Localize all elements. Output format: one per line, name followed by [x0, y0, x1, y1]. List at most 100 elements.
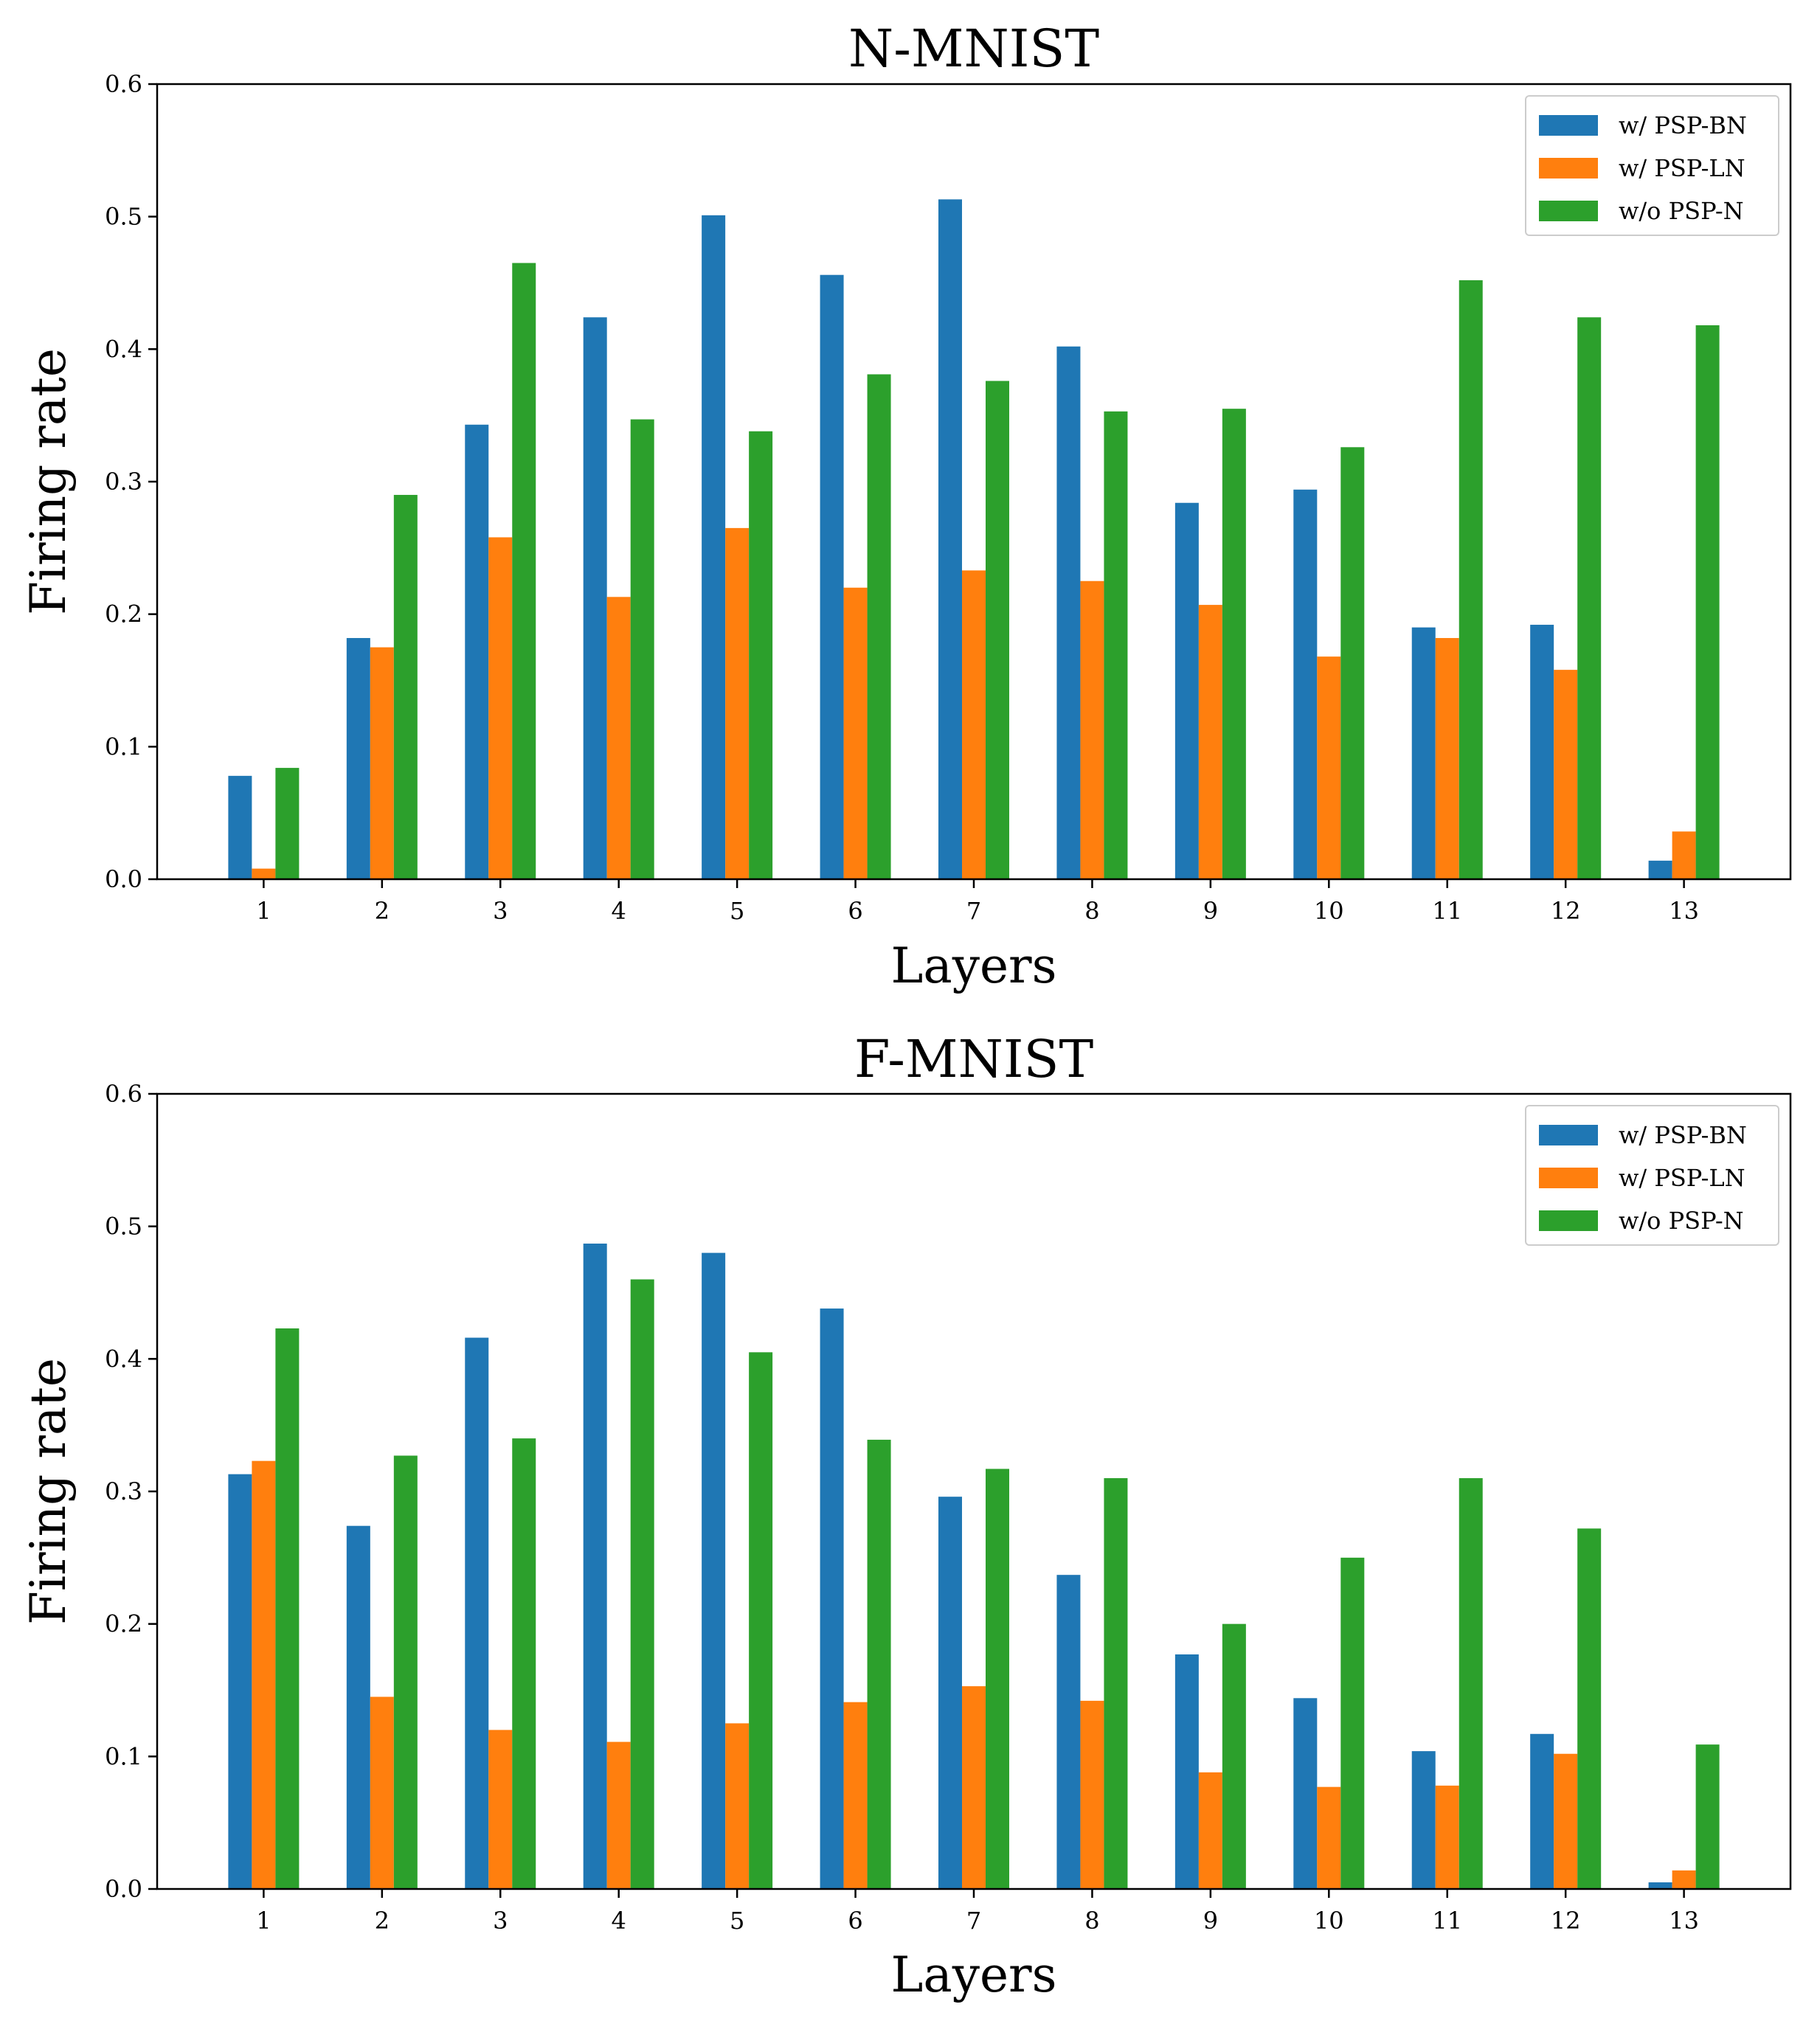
bar-w-psp-bn-layer-9: [1174, 502, 1199, 879]
legend: w/ PSP-BN w/ PSP-LN w/o PSP-N: [1525, 1105, 1779, 1246]
x-tick-label: 13: [1669, 897, 1699, 925]
bar-w-psp-ln-layer-11: [1435, 1785, 1459, 1889]
chart-title: N-MNIST: [848, 18, 1099, 79]
bar-w-o-psp-n-layer-5: [749, 431, 773, 879]
bar-w-psp-bn-layer-10: [1293, 1698, 1318, 1889]
y-tick-label: 0.3: [105, 1477, 142, 1505]
x-tick-label: 8: [1084, 897, 1099, 925]
bar-w-psp-ln-layer-1: [252, 868, 276, 879]
bar-w-o-psp-n-layer-4: [630, 1279, 654, 1889]
x-tick-label: 7: [966, 897, 981, 925]
bar-w-o-psp-n-layer-6: [867, 1439, 891, 1889]
bar-w-o-psp-n-layer-8: [1104, 411, 1128, 879]
legend-swatch: [1539, 158, 1598, 178]
legend-swatch: [1539, 1125, 1598, 1145]
x-tick-label: 4: [612, 1907, 626, 1935]
legend-swatch: [1539, 201, 1598, 221]
bar-w-psp-bn-layer-13: [1648, 1882, 1672, 1889]
bar-w-psp-bn-layer-12: [1530, 1733, 1554, 1889]
y-tick-label: 0.3: [105, 468, 142, 496]
bar-w-psp-bn-layer-12: [1530, 625, 1554, 879]
bar-w-o-psp-n-layer-5: [749, 1352, 773, 1889]
bar-w-psp-ln-layer-7: [962, 1686, 986, 1889]
x-tick-label: 3: [493, 897, 508, 925]
bar-w-o-psp-n-layer-10: [1340, 1557, 1365, 1889]
y-tick-label: 0.6: [105, 1080, 142, 1108]
bar-w-o-psp-n-layer-10: [1340, 447, 1365, 879]
bar-w-psp-ln-layer-2: [370, 647, 394, 879]
bar-w-psp-bn-layer-5: [702, 1252, 726, 1889]
bar-w-o-psp-n-layer-13: [1695, 325, 1720, 879]
x-tick-label: 9: [1203, 897, 1218, 925]
y-tick-label: 0.0: [105, 1875, 142, 1903]
bar-w-psp-ln-layer-9: [1198, 1772, 1222, 1889]
bar-w-o-psp-n-layer-3: [512, 263, 536, 879]
bar-w-psp-ln-layer-10: [1317, 1786, 1341, 1889]
bar-w-psp-bn-layer-13: [1648, 860, 1672, 879]
legend-swatch: [1539, 115, 1598, 136]
bar-w-o-psp-n-layer-12: [1577, 317, 1602, 879]
bar-w-psp-ln-layer-13: [1672, 831, 1696, 879]
bar-w-o-psp-n-layer-11: [1459, 1478, 1483, 1889]
x-tick-label: 13: [1669, 1907, 1699, 1935]
legend-label: w/ PSP-BN: [1619, 1121, 1747, 1149]
bar-w-psp-ln-layer-2: [370, 1696, 394, 1889]
bar-w-psp-ln-layer-5: [725, 1723, 750, 1889]
legend-label: w/o PSP-N: [1619, 1207, 1744, 1235]
y-axis-label: Firing rate: [20, 348, 77, 615]
bar-w-o-psp-n-layer-6: [867, 374, 891, 880]
bar-w-psp-bn-layer-8: [1056, 346, 1081, 879]
bar-w-psp-ln-layer-12: [1554, 1753, 1578, 1889]
x-tick-label: 7: [966, 1907, 981, 1935]
bar-w-psp-ln-layer-9: [1198, 605, 1222, 879]
bar-w-o-psp-n-layer-1: [275, 768, 300, 879]
x-tick-label: 2: [375, 1907, 390, 1935]
x-tick-label: 10: [1314, 1907, 1344, 1935]
x-tick-label: 12: [1551, 1907, 1581, 1935]
bar-w-psp-bn-layer-1: [228, 1474, 252, 1889]
bar-w-psp-ln-layer-5: [725, 527, 750, 879]
bar-w-psp-bn-layer-4: [583, 1244, 607, 1889]
bar-w-psp-ln-layer-4: [606, 597, 631, 879]
bar-w-o-psp-n-layer-9: [1222, 1623, 1246, 1889]
bar-w-o-psp-n-layer-11: [1459, 280, 1483, 879]
x-axis-label: Layers: [891, 937, 1057, 994]
bar-w-psp-ln-layer-12: [1554, 670, 1578, 879]
x-tick-label: 11: [1432, 897, 1462, 925]
bar-w-psp-bn-layer-11: [1411, 1751, 1436, 1889]
y-tick-label: 0.1: [105, 1742, 142, 1770]
bar-w-psp-ln-layer-3: [488, 537, 513, 879]
bar-w-psp-bn-layer-10: [1293, 489, 1318, 879]
y-tick-label: 0.0: [105, 865, 142, 893]
bar-w-psp-bn-layer-6: [820, 1308, 844, 1889]
bar-w-psp-bn-layer-7: [938, 1497, 962, 1889]
bar-w-psp-ln-layer-4: [606, 1741, 631, 1889]
legend-label: w/o PSP-N: [1619, 197, 1744, 225]
bar-w-o-psp-n-layer-7: [986, 381, 1009, 879]
y-tick-label: 0.5: [105, 203, 142, 231]
bar-w-o-psp-n-layer-4: [630, 419, 654, 879]
bar-w-o-psp-n-layer-1: [275, 1328, 300, 1889]
bar-w-psp-bn-layer-4: [583, 317, 607, 879]
x-tick-label: 6: [848, 1907, 862, 1935]
legend-swatch: [1539, 1210, 1598, 1231]
bars: [228, 1244, 1720, 1889]
y-tick-label: 0.4: [105, 1345, 142, 1373]
y-tick-label: 0.5: [105, 1213, 142, 1241]
chart-title: F-MNIST: [854, 1029, 1093, 1089]
y-tick-label: 0.1: [105, 732, 142, 760]
bar-w-psp-ln-layer-1: [252, 1460, 276, 1889]
bar-w-o-psp-n-layer-3: [512, 1438, 536, 1889]
legend: w/ PSP-BN w/ PSP-LN w/o PSP-N: [1525, 95, 1779, 236]
legend-label: w/ PSP-BN: [1619, 111, 1747, 139]
bar-w-psp-ln-layer-6: [843, 587, 868, 879]
bar-w-o-psp-n-layer-7: [986, 1469, 1009, 1889]
bar-w-psp-ln-layer-8: [1080, 580, 1104, 879]
x-tick-label: 6: [848, 897, 862, 925]
bar-w-psp-bn-layer-9: [1174, 1654, 1199, 1889]
y-axis-label: Firing rate: [20, 1358, 77, 1625]
bar-w-psp-bn-layer-7: [938, 199, 962, 879]
bar-w-psp-bn-layer-6: [820, 274, 844, 880]
y-tick-label: 0.6: [105, 70, 142, 98]
